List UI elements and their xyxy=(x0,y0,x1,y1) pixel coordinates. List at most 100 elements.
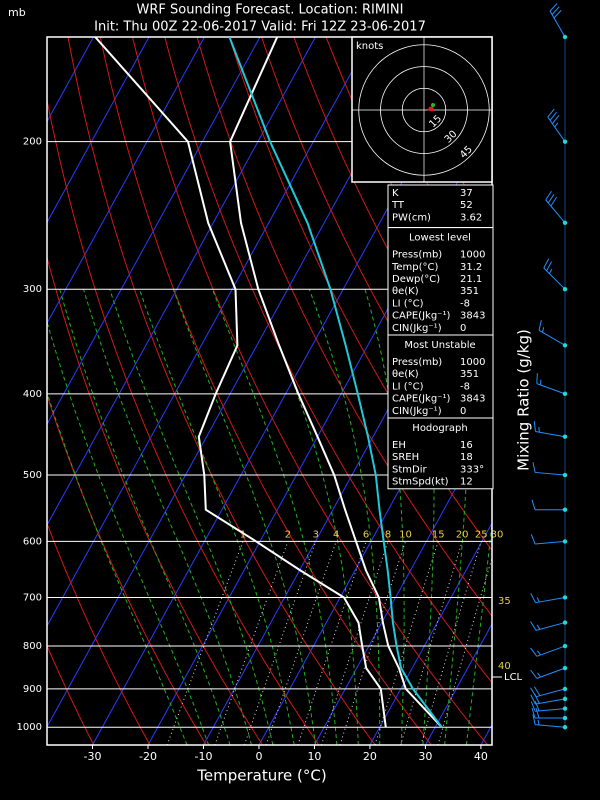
barb-station xyxy=(562,620,568,625)
index-value: 18 xyxy=(460,452,473,463)
wind-barb xyxy=(532,714,568,730)
wind-barb xyxy=(530,593,568,604)
chart-subtitle: Init: Thu 00Z 22-06-2017 Valid: Fri 12Z … xyxy=(94,20,426,35)
isotherm xyxy=(314,421,492,745)
hodograph-frame xyxy=(351,36,493,183)
barb-staff xyxy=(535,688,566,698)
barb-feather xyxy=(534,693,540,704)
mixing-ratio-label: 10 xyxy=(399,529,412,540)
index-name: Press(mb) xyxy=(392,357,442,368)
isotherm xyxy=(47,37,261,426)
thermo-background xyxy=(47,37,492,745)
wind-barb xyxy=(545,190,568,226)
barb-feather xyxy=(538,320,542,331)
moist-adiabat xyxy=(47,390,188,745)
index-name: EH xyxy=(392,440,406,451)
barb-feather xyxy=(551,115,560,124)
index-value: 0 xyxy=(460,406,466,417)
moist-adiabat xyxy=(83,289,252,745)
barb-station xyxy=(562,665,568,671)
barb-station xyxy=(562,139,568,144)
annotation: 35 xyxy=(498,596,511,607)
barb-feather xyxy=(533,421,536,432)
hodograph-ring xyxy=(380,66,468,154)
index-name: LI (°C) xyxy=(392,298,424,309)
barb-staff xyxy=(549,10,566,38)
moist-adiabat xyxy=(59,289,231,745)
index-value: 3843 xyxy=(460,394,485,405)
hodograph-ring xyxy=(401,87,447,133)
index-name: θe(K) xyxy=(392,369,419,380)
barb-feather xyxy=(546,261,553,272)
wind-barb xyxy=(543,258,568,292)
barb-feather xyxy=(536,373,538,384)
hodograph-trace xyxy=(427,106,434,112)
barb-feather xyxy=(530,694,536,705)
index-value: 0 xyxy=(460,323,466,334)
barb-feather xyxy=(550,197,558,207)
moist-adiabat xyxy=(308,289,381,745)
y-axis-unit: mb xyxy=(8,6,26,19)
index-title: Lowest level xyxy=(409,233,471,244)
barb-feather xyxy=(547,108,555,118)
index-name: StmDir xyxy=(392,464,427,475)
index-name: LI (°C) xyxy=(392,381,424,392)
barb-staff xyxy=(535,596,566,604)
index-value: -8 xyxy=(460,298,470,309)
wind-barb xyxy=(549,3,568,40)
wind-barb xyxy=(547,108,568,144)
barb-feather xyxy=(530,669,538,679)
barb-half xyxy=(537,719,540,726)
index-value: -8 xyxy=(460,381,470,392)
barb-half xyxy=(537,650,541,656)
y-tick-label: 400 xyxy=(23,389,42,400)
x-tick-label: -10 xyxy=(194,750,212,763)
index-name: PW(cm) xyxy=(392,212,431,223)
isotherm xyxy=(47,37,316,527)
index-name: TT xyxy=(391,200,405,211)
y-tick-label: 200 xyxy=(23,137,42,148)
barb-station xyxy=(562,715,568,721)
wind-barb xyxy=(530,665,568,679)
index-name: CIN(Jkg⁻¹) xyxy=(392,406,442,417)
index-value: 351 xyxy=(460,286,479,297)
index-name: K xyxy=(392,188,399,199)
barb-station xyxy=(562,507,568,512)
barb-half xyxy=(541,327,545,333)
hodograph-ring xyxy=(358,44,490,176)
barb-feather xyxy=(532,714,536,725)
barb-station xyxy=(562,472,568,478)
foreground: 1 2 3 4 6 8 10 15 20 25 30200300400500600700800900… xyxy=(17,3,568,763)
index-value: 3.62 xyxy=(460,212,482,223)
barb-feather xyxy=(534,700,540,712)
index-value: 37 xyxy=(460,188,473,199)
wind-barb xyxy=(538,320,568,348)
chart-title: WRF Sounding Forecast. Location: RIMINI xyxy=(137,3,404,18)
hodograph-storm xyxy=(431,103,435,107)
isotherm xyxy=(47,37,150,224)
barb-staff xyxy=(547,116,566,142)
x-tick-label: 20 xyxy=(363,750,377,763)
barb-feather xyxy=(530,534,536,545)
x-tick-label: 40 xyxy=(474,750,488,763)
wind-barb xyxy=(530,534,568,545)
barb-staff xyxy=(538,329,566,346)
mixing-ratio-line xyxy=(420,541,482,745)
wind-barb xyxy=(533,421,568,439)
y-tick-label: 500 xyxy=(23,470,42,481)
y-tick-label: 700 xyxy=(23,592,42,603)
barb-half xyxy=(537,672,541,678)
y-tick-label: 600 xyxy=(23,536,42,547)
barb-feather xyxy=(551,6,560,15)
profile-line xyxy=(228,37,443,728)
barb-staff xyxy=(535,622,566,631)
barb-feather xyxy=(530,621,537,631)
barb-station xyxy=(562,595,568,600)
mixing-ratio-label: 4 xyxy=(333,529,339,540)
index-value: 1000 xyxy=(460,250,485,261)
mixing-ratio-line xyxy=(400,541,463,745)
index-box xyxy=(387,184,494,229)
barb-station xyxy=(562,286,568,292)
index-title: Hodograph xyxy=(412,423,467,434)
